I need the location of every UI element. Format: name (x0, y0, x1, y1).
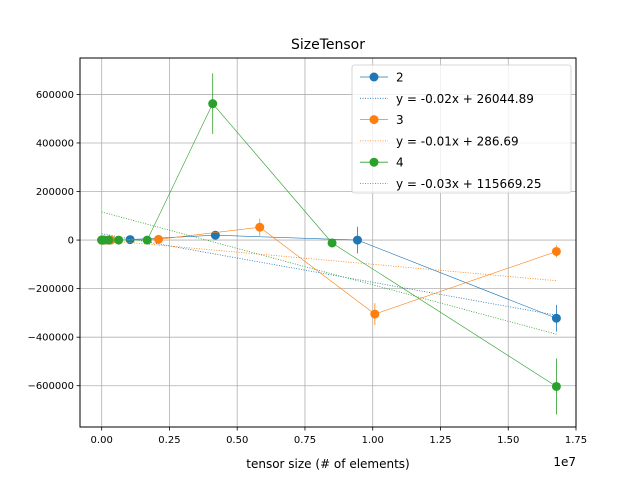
axis-ticks: 0.00 0.25 0.50 0.75 1.00 1.25 1.50 1.75 −600000 −… (27, 90, 587, 446)
legend: 2 y = -0.02x + 26044.89 3 y = -0.01x + 286.… (351, 64, 572, 194)
data-point (327, 238, 337, 248)
data-point (104, 235, 114, 245)
plot-frame (79, 57, 577, 428)
x-tick-label: 1.50 (497, 435, 519, 446)
y-tick-label: −600000 (27, 381, 74, 392)
x-tick-label: 0.50 (226, 435, 248, 446)
legend-fit-label-series-2: y = -0.02x + 26044.89 (396, 92, 534, 106)
x-tick-label: 1.00 (362, 435, 384, 446)
y-tick-label: 0 (68, 236, 74, 247)
legend-label-series-3: 3 (396, 113, 404, 127)
legend-box (351, 64, 572, 194)
data-point (551, 246, 561, 256)
legend-marker-series-4 (369, 157, 379, 167)
plot-area (97, 73, 561, 415)
y-tick-label: −400000 (27, 333, 74, 344)
fit-line-series-4 (101, 211, 557, 335)
x-tick-label: 1.75 (565, 435, 587, 446)
data-point (352, 235, 362, 245)
data-point (208, 99, 218, 109)
legend-label-series-4: 4 (396, 156, 404, 170)
data-point (551, 381, 561, 391)
series-3 (97, 218, 561, 326)
fit-line-series-3 (101, 239, 557, 282)
x-tick-label: 0.00 (91, 435, 113, 446)
x-tick-label: 1.25 (429, 435, 451, 446)
legend-label-series-2: 2 (396, 71, 404, 85)
legend-marker-series-2 (369, 72, 379, 82)
data-point (154, 234, 164, 244)
series-4 (97, 73, 561, 415)
data-point (551, 313, 561, 323)
data-point (255, 222, 265, 232)
y-tick-label: 600000 (36, 90, 74, 101)
y-tick-label: −200000 (27, 284, 74, 295)
data-point (370, 309, 380, 319)
fit-line-series-2 (101, 233, 557, 316)
x-tick-label: 0.25 (158, 435, 180, 446)
data-point (142, 235, 152, 245)
y-tick-label: 400000 (36, 138, 74, 149)
legend-marker-series-3 (369, 115, 379, 125)
x-tick-label: 0.75 (294, 435, 316, 446)
chart-title: SizeTensor (291, 37, 365, 53)
x-axis-offset-label: 1e7 (553, 455, 576, 469)
x-axis-label: tensor size (# of elements) (246, 457, 409, 471)
legend-fit-label-series-4: y = -0.03x + 115669.25 (396, 177, 542, 191)
legend-fit-label-series-3: y = -0.01x + 286.69 (396, 134, 519, 148)
y-tick-label: 200000 (36, 187, 74, 198)
data-point (114, 235, 124, 245)
data-line-series-2 (101, 234, 557, 319)
